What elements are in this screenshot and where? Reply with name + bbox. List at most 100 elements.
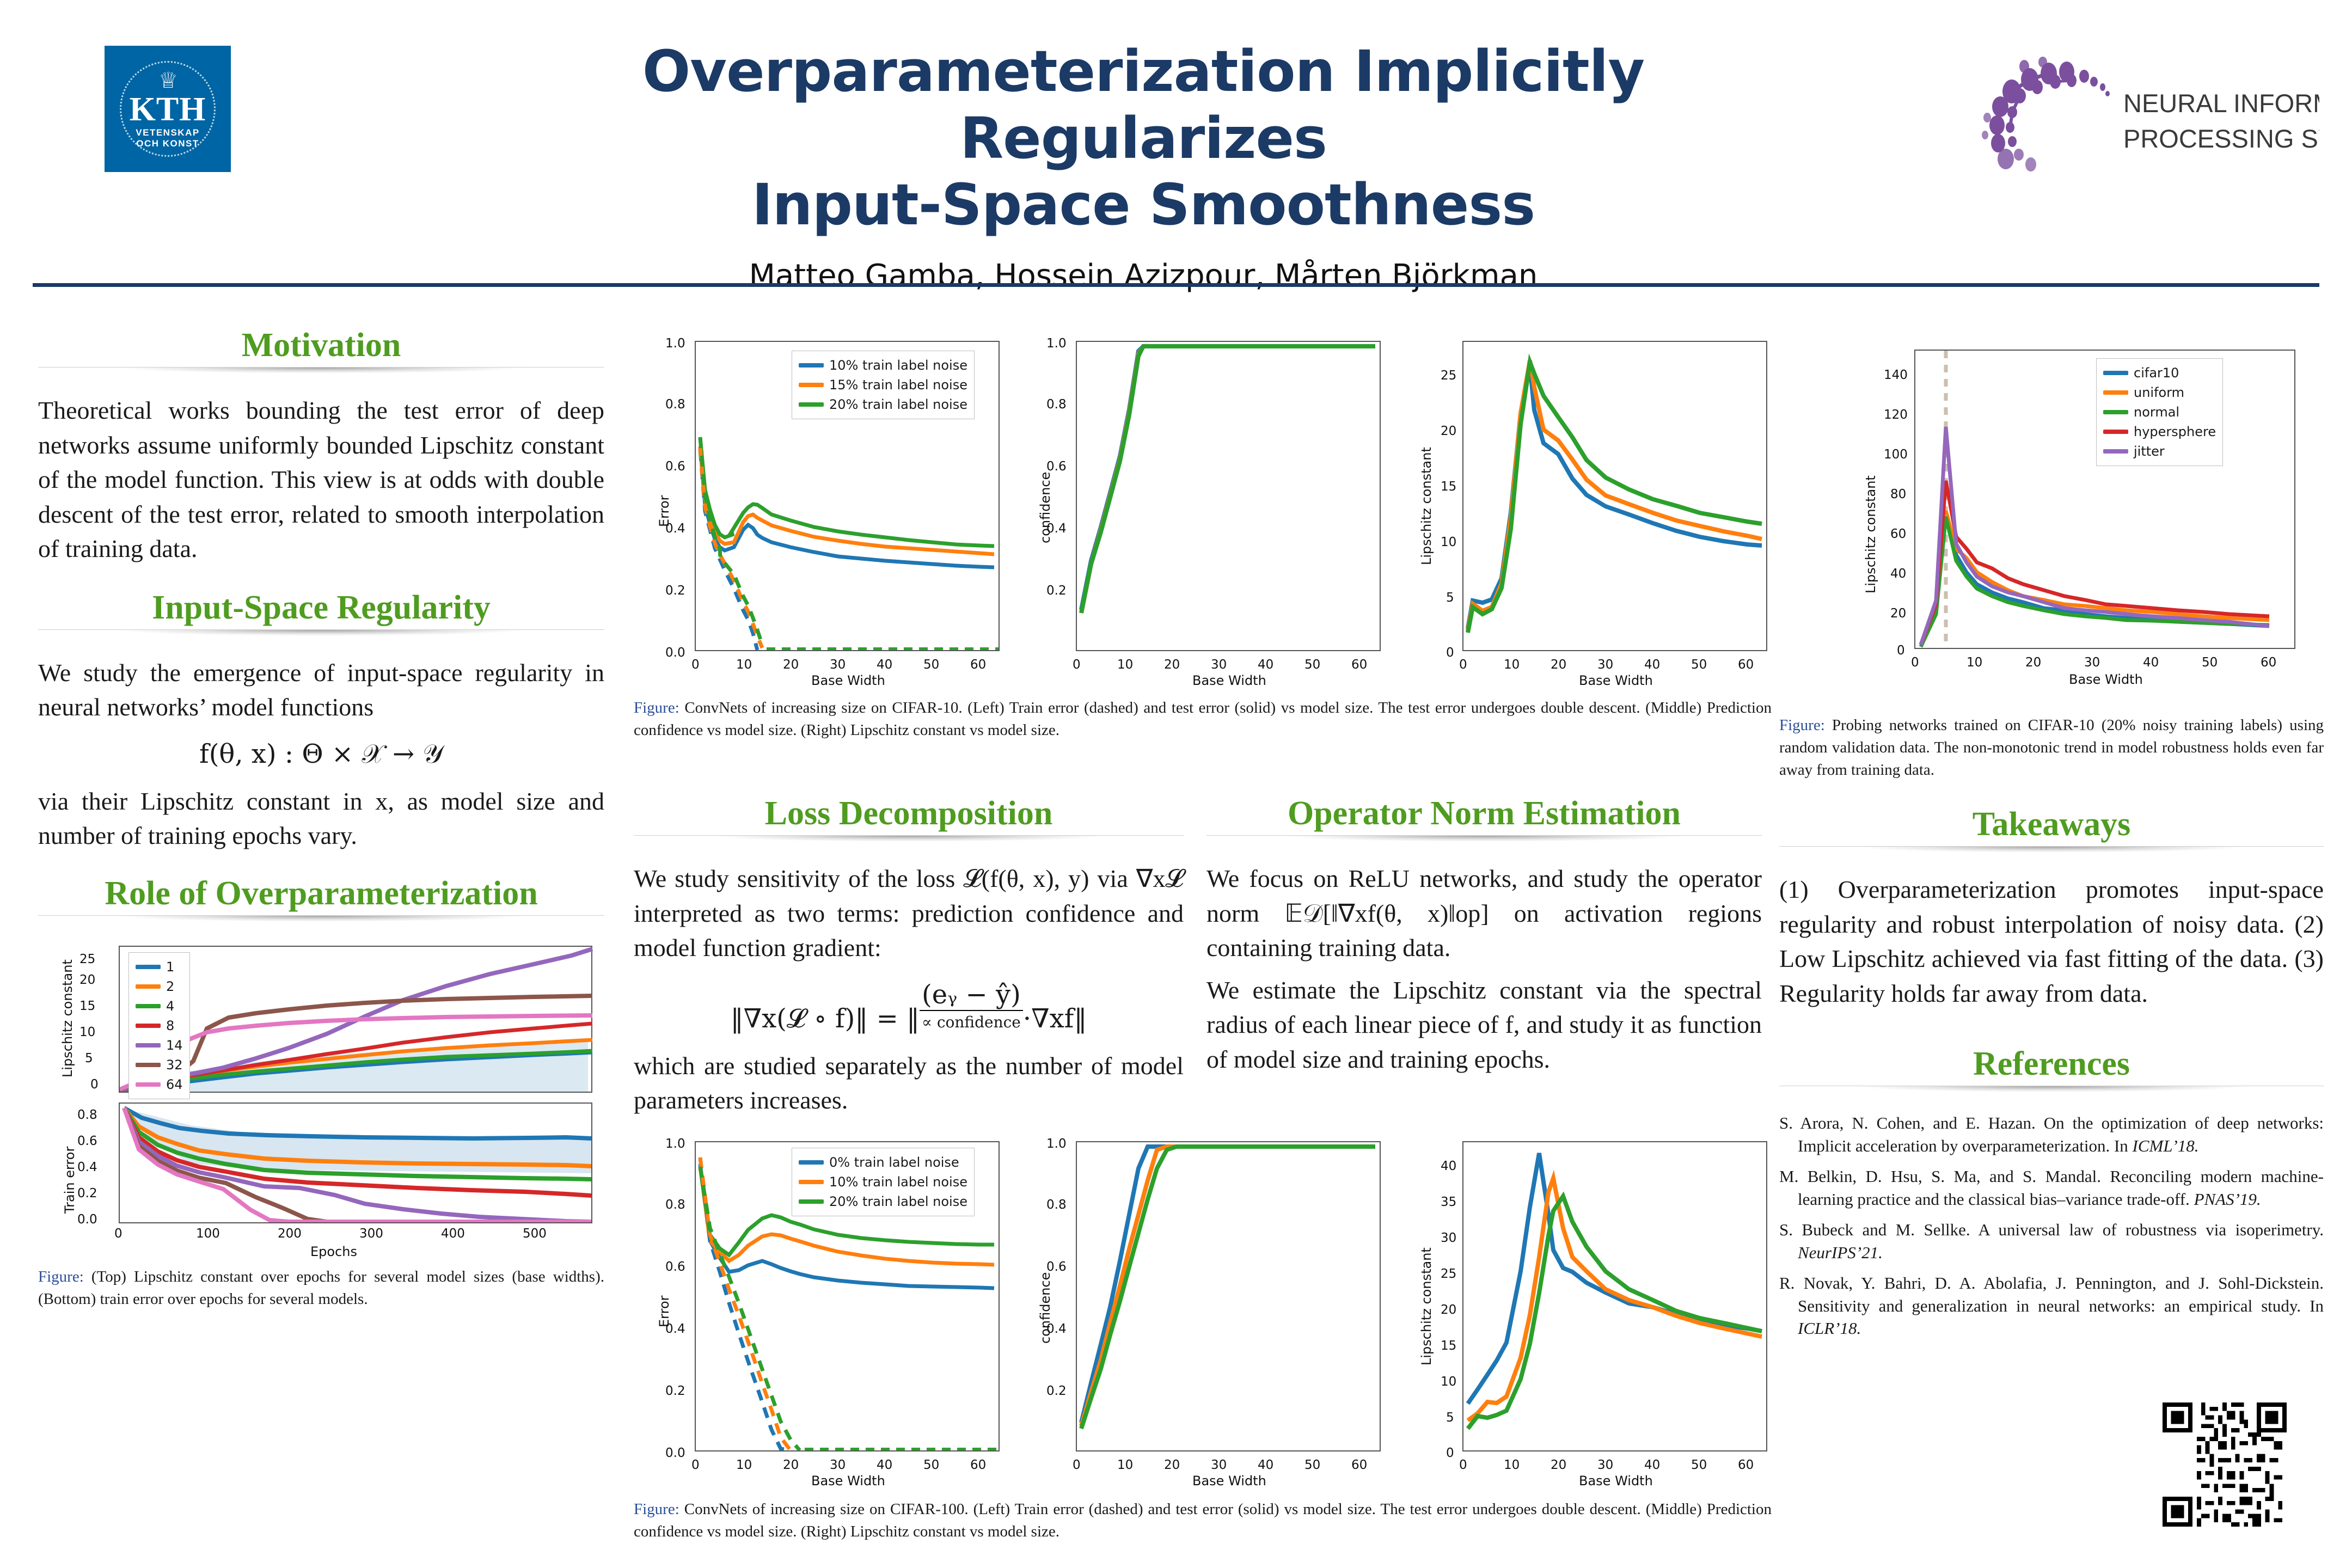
y-tick: 0.8 [665,1198,685,1212]
cifar10-lipschitz-lines [1466,353,1762,633]
x-tick: 20 [783,658,799,672]
y-tick: 1.0 [665,336,685,351]
legend-item: 10% train label noise [799,1172,967,1192]
qr-code[interactable] [2163,1402,2287,1527]
figure-label: Figure: [634,1500,679,1518]
y-axis-label: Lipschitz constant [60,959,75,1077]
plot-area [1076,1141,1381,1451]
figure-text: ConvNets of increasing size on CIFAR-10.… [634,699,1772,739]
loss-eq-brace: (eᵧ − ŷ) ∝ confidence [920,979,1023,1031]
kth-logo: ♕ KTH VETENSKAP OCH KONST [105,46,231,172]
legend-item: normal [2103,402,2216,422]
x-tick: 50 [1304,1458,1321,1472]
neurips-text-line1: NEURAL INFORMATION [2123,89,2319,118]
x-tick: 20 [2025,656,2042,670]
y-tick: 20 [1890,607,1907,621]
section-divider [634,835,1184,850]
x-axis-label: Epochs [310,1244,357,1259]
chart-row-cifar10: Error 0.0 0.2 0.4 0.6 0.8 1.0 10% train … [632,331,1775,712]
x-axis-label: Base Width [1192,673,1266,688]
epochs-lipschitz-lines [120,946,593,1092]
y-tick: 0.6 [1046,1260,1067,1274]
figure-label: Figure: [38,1267,84,1285]
x-tick: 40 [1258,658,1274,672]
section-takeaways: Takeaways (1) Overparameterization promo… [1779,806,2324,1010]
x-tick: 60 [1351,658,1368,672]
x-tick: 20 [1164,658,1180,672]
y-tick: 20 [1441,424,1457,438]
section-role-of-overparameterization: Role of Overparameterization [38,875,604,929]
x-axis-label: Base Width [1579,673,1653,688]
loss-body-after: which are studied separately as the numb… [634,1051,1184,1114]
y-tick: 0.4 [1046,522,1067,536]
x-tick: 40 [877,658,893,672]
x-tick: 10 [1117,1458,1134,1472]
section-heading-motivation: Motivation [241,327,401,364]
loss-equation: ‖∇x(𝓛 ∘ f)‖ = ‖ (eᵧ − ŷ) ∝ confidence ·∇xf‖ [634,979,1184,1034]
x-tick: 30 [1211,658,1227,672]
caption-probing-figure: Figure: Probing networks trained on CIFA… [1779,714,2324,782]
neurips-text-line2: PROCESSING SYSTEMS [2123,124,2319,153]
y-axis-label: Lipschitz constant [1419,447,1434,565]
x-tick: 60 [1738,658,1754,672]
cifar100-confidence-lines [1079,1144,1375,1430]
loss-eq-rhs: ·∇xf‖ [1022,1003,1087,1034]
cifar100-error-lines [698,1157,999,1450]
probing-lipschitz-lines [1919,351,2270,648]
section-references: References S. Arora, N. Cohen, and E. Ha… [1779,1045,2324,1348]
y-tick: 40 [1890,567,1907,581]
legend-item: 0% train label noise [799,1153,967,1172]
y-tick: 0.2 [1046,1384,1067,1398]
loss-body-before: We study sensitivity of the loss 𝓛(f(θ, … [634,865,1184,962]
cifar100-lipschitz-lines [1466,1153,1762,1430]
column-left: Motivation Theoretical works bounding th… [38,327,604,1310]
reference-venue: ICLR’18. [1798,1319,1861,1338]
y-tick: 80 [1890,487,1907,501]
x-tick: 50 [1691,658,1707,672]
y-axis-label: Lipschitz constant [1419,1247,1434,1365]
reference-venue: PNAS’19. [2194,1189,2261,1209]
y-tick: 15 [1441,1339,1457,1353]
y-tick: 20 [1441,1303,1457,1317]
reference-text: R. Novak, Y. Bahri, D. A. Abolafia, J. P… [1779,1273,2324,1315]
figure-label: Figure: [1779,716,1825,734]
section-input-space-regularity: Input-Space Regularity We study the emer… [38,589,604,853]
reference-venue: ICML’18. [2132,1136,2199,1155]
y-tick: 1.0 [665,1137,685,1151]
x-axis-label: Base Width [1579,1473,1653,1489]
legend-cifar100-error: 0% train label noise 10% train label noi… [792,1148,975,1216]
y-tick: 5 [1446,1411,1454,1425]
y-tick: 0 [1446,646,1454,660]
reference-text: S. Bubeck and M. Sellke. A universal law… [1779,1220,2324,1240]
figure-text: ConvNets of increasing size on CIFAR-100… [634,1500,1772,1541]
y-tick: 25 [1441,369,1457,383]
chart-epochs-lipschitz: Lipschitz constant 0 5 10 15 20 25 1 2 4… [38,941,604,1259]
loss-eq-brace-term: (eᵧ − ŷ) [920,979,1023,1011]
y-tick: 10 [1441,535,1457,549]
x-tick: 20 [1551,1458,1567,1472]
x-tick: 0 [691,1458,700,1472]
section-heading-input-space-regularity: Input-Space Regularity [152,589,491,626]
section-heading-loss-decomposition: Loss Decomposition [764,795,1053,832]
x-tick: 10 [1504,658,1520,672]
x-tick: 100 [196,1226,220,1241]
y-tick: 0.2 [77,1186,97,1200]
section-divider [1779,846,2324,861]
reference-item: S. Arora, N. Cohen, and E. Hazan. On the… [1779,1112,2324,1157]
x-tick: 40 [1644,1458,1661,1472]
author-list: Matteo Gamba, Hossein Azizpour, Mårten B… [749,258,1538,294]
page-title-line1: Overparameterization Implicitly Regulari… [642,38,1645,171]
reference-item: M. Belkin, D. Hsu, S. Ma, and S. Mandal.… [1779,1165,2324,1210]
x-tick: 300 [359,1226,383,1241]
section-divider [38,367,604,382]
figure-label: Figure: [634,699,679,716]
x-tick: 10 [1967,656,1983,670]
y-tick: 0.0 [665,646,685,660]
x-tick: 0 [691,658,700,672]
x-tick: 10 [736,658,752,672]
title-block: Overparameterization Implicitly Regulari… [490,38,1797,293]
chart-cifar100-confidence: confidence 0.2 0.4 0.6 0.8 1.0 0 10 20 3… [1013,1131,1388,1491]
y-tick: 0.2 [1046,584,1067,598]
cifar10-confidence-lines [1079,344,1375,614]
figure-text: (Top) Lipschitz constant over epochs for… [38,1267,604,1308]
